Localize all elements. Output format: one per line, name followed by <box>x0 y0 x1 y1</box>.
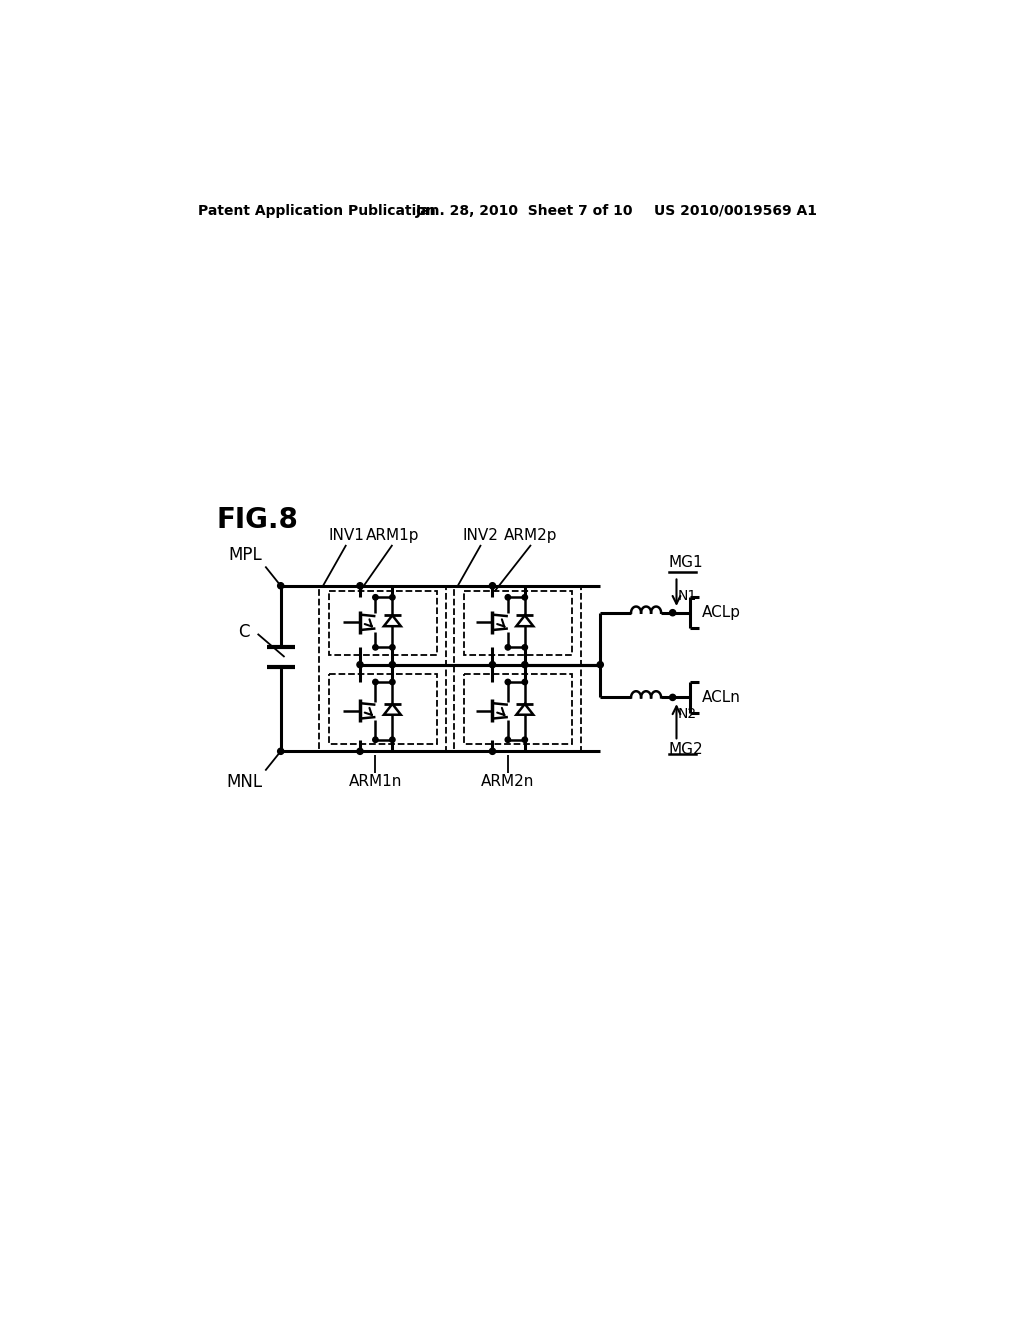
Bar <box>319 586 446 751</box>
Circle shape <box>357 582 364 589</box>
Circle shape <box>373 680 378 685</box>
Text: N2: N2 <box>677 706 696 721</box>
Text: Patent Application Publication: Patent Application Publication <box>199 203 436 218</box>
Text: ACLn: ACLn <box>701 690 740 705</box>
Circle shape <box>489 748 496 755</box>
Circle shape <box>389 661 395 668</box>
Circle shape <box>357 748 364 755</box>
Circle shape <box>390 594 395 601</box>
Bar <box>464 591 571 655</box>
Circle shape <box>522 680 527 685</box>
Text: MPL: MPL <box>228 546 262 564</box>
Circle shape <box>597 661 603 668</box>
Polygon shape <box>516 615 534 626</box>
Circle shape <box>505 594 511 601</box>
Bar <box>330 591 437 655</box>
Text: ARM2n: ARM2n <box>481 775 535 789</box>
Text: MG1: MG1 <box>669 556 703 570</box>
Polygon shape <box>516 704 534 714</box>
Text: ARM2p: ARM2p <box>504 528 558 544</box>
Text: N1: N1 <box>677 590 696 603</box>
Circle shape <box>670 694 676 701</box>
Circle shape <box>278 582 284 589</box>
Circle shape <box>505 737 511 742</box>
Text: C: C <box>238 623 250 642</box>
Circle shape <box>670 610 676 615</box>
Text: MG2: MG2 <box>669 742 703 758</box>
Circle shape <box>505 644 511 649</box>
Circle shape <box>390 680 395 685</box>
Text: INV2: INV2 <box>463 528 499 544</box>
Circle shape <box>521 661 528 668</box>
Circle shape <box>373 644 378 649</box>
Text: FIG.8: FIG.8 <box>217 507 299 535</box>
Polygon shape <box>384 615 400 626</box>
Circle shape <box>390 644 395 649</box>
Text: ARM1p: ARM1p <box>366 528 419 544</box>
Text: Jan. 28, 2010  Sheet 7 of 10: Jan. 28, 2010 Sheet 7 of 10 <box>416 203 633 218</box>
Bar <box>454 586 581 751</box>
Text: INV1: INV1 <box>329 528 365 544</box>
Circle shape <box>489 582 496 589</box>
Circle shape <box>373 594 378 601</box>
Polygon shape <box>384 704 400 714</box>
Circle shape <box>357 661 364 668</box>
Bar <box>330 675 437 743</box>
Circle shape <box>505 680 511 685</box>
Circle shape <box>390 737 395 742</box>
Circle shape <box>373 737 378 742</box>
Text: ACLp: ACLp <box>701 605 741 620</box>
Circle shape <box>489 661 496 668</box>
Circle shape <box>522 644 527 649</box>
Circle shape <box>278 748 284 755</box>
Text: ARM1n: ARM1n <box>349 775 402 789</box>
Circle shape <box>522 594 527 601</box>
Text: MNL: MNL <box>226 774 262 791</box>
Circle shape <box>522 737 527 742</box>
Bar <box>464 675 571 743</box>
Text: US 2010/0019569 A1: US 2010/0019569 A1 <box>654 203 817 218</box>
